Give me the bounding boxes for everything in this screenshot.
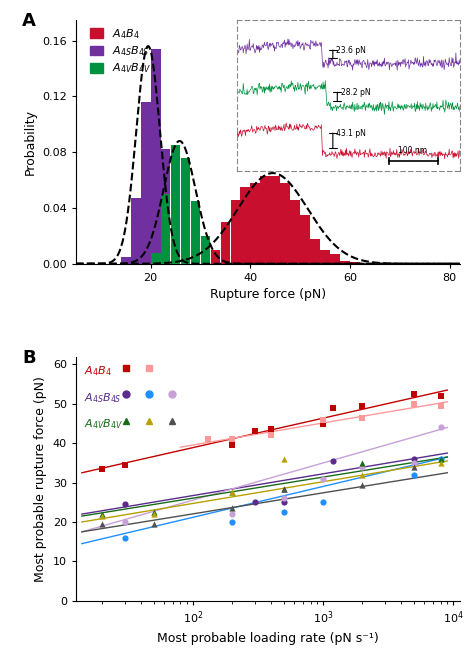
Text: $\mathit{A}_4\mathit{B}_4$: $\mathit{A}_4\mathit{B}_4$ <box>83 364 111 377</box>
Point <box>358 470 366 480</box>
Point <box>319 415 327 425</box>
Point <box>329 456 337 466</box>
Point <box>280 454 288 464</box>
Point <box>280 493 288 503</box>
Point <box>228 509 236 519</box>
Legend: $\mathit{A}_4\mathit{B}_4$, $\mathit{A}_{4S}\mathit{B}_{4S}$, $\mathit{A}_{4V}\m: $\mathit{A}_4\mathit{B}_4$, $\mathit{A}_… <box>85 23 155 80</box>
Bar <box>161 194 171 264</box>
Bar <box>330 254 340 264</box>
Point <box>410 389 418 399</box>
Point <box>121 517 129 527</box>
Point <box>228 503 236 513</box>
Point <box>319 473 327 484</box>
Point <box>410 458 418 468</box>
Bar <box>320 250 330 264</box>
Point <box>437 454 445 464</box>
Point <box>251 426 259 437</box>
Bar <box>310 238 320 264</box>
Point <box>329 402 337 413</box>
Bar <box>201 236 210 264</box>
Point <box>150 509 157 519</box>
Bar <box>240 187 250 264</box>
Point <box>121 499 129 509</box>
Point <box>98 509 106 519</box>
Bar <box>230 200 240 264</box>
Point <box>410 398 418 409</box>
Point <box>267 430 275 441</box>
Point <box>280 497 288 507</box>
Bar <box>171 250 181 264</box>
Bar <box>210 250 220 264</box>
Point <box>437 454 445 464</box>
Point <box>358 462 366 472</box>
Point <box>410 454 418 464</box>
Bar <box>191 201 201 264</box>
Point <box>437 390 445 401</box>
Bar <box>131 199 141 264</box>
Bar <box>220 222 230 264</box>
Y-axis label: Probability: Probability <box>24 108 36 175</box>
Point <box>358 479 366 490</box>
Point <box>437 422 445 433</box>
Point <box>410 470 418 480</box>
Point <box>228 440 236 451</box>
Point <box>204 434 211 445</box>
Bar <box>141 102 151 264</box>
Bar <box>301 215 310 264</box>
Point <box>228 517 236 527</box>
X-axis label: Rupture force (pN): Rupture force (pN) <box>210 289 326 302</box>
Bar <box>151 49 161 264</box>
Point <box>98 511 106 521</box>
X-axis label: Most probable loading rate (pN s⁻¹): Most probable loading rate (pN s⁻¹) <box>157 632 379 645</box>
Point <box>410 462 418 472</box>
Bar <box>291 200 300 264</box>
Text: A: A <box>22 12 36 30</box>
Bar <box>281 183 290 264</box>
Point <box>280 483 288 494</box>
Text: $\mathit{A}_{4S}\mathit{B}_{4S}$: $\mathit{A}_{4S}\mathit{B}_{4S}$ <box>83 390 121 405</box>
Bar <box>250 183 260 264</box>
Point <box>319 419 327 429</box>
Bar <box>260 176 270 264</box>
Point <box>121 532 129 543</box>
Point <box>358 400 366 411</box>
Bar <box>171 145 181 264</box>
Point <box>267 424 275 435</box>
Bar <box>121 257 131 264</box>
Point <box>228 487 236 498</box>
Point <box>98 464 106 474</box>
Bar <box>151 253 161 264</box>
Point <box>280 507 288 517</box>
Point <box>228 487 236 498</box>
Point <box>280 483 288 494</box>
Point <box>251 497 259 507</box>
Point <box>437 400 445 411</box>
Point <box>358 413 366 423</box>
Point <box>150 507 157 517</box>
Bar <box>181 261 191 264</box>
Point <box>319 497 327 507</box>
Bar <box>210 257 220 264</box>
Point <box>98 518 106 529</box>
Point <box>437 458 445 468</box>
Bar <box>161 150 171 264</box>
Bar <box>340 261 350 264</box>
Bar <box>350 263 360 264</box>
Text: B: B <box>22 349 36 367</box>
Point <box>150 518 157 529</box>
Bar <box>181 158 191 264</box>
Y-axis label: Most probable rupture force (pN): Most probable rupture force (pN) <box>34 375 47 582</box>
Point <box>358 458 366 468</box>
Point <box>228 434 236 445</box>
Point <box>121 460 129 470</box>
Text: $\mathit{A}_{4V}\mathit{B}_{4V}$: $\mathit{A}_{4V}\mathit{B}_{4V}$ <box>83 418 123 432</box>
Bar <box>270 176 280 264</box>
